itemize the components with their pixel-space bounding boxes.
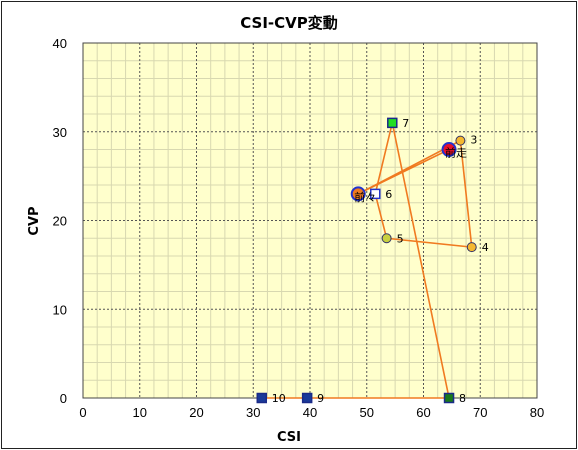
y-tick-label: 10	[53, 302, 67, 317]
marker-前走	[441, 142, 457, 157]
marker-8	[443, 392, 455, 404]
marker-9	[301, 392, 313, 404]
marker-7	[387, 117, 398, 129]
point-label-3: 3	[470, 134, 477, 147]
data-points	[256, 117, 477, 404]
y-tick-labels: 0 10 20 30 40	[53, 36, 67, 406]
marker-3	[455, 135, 466, 146]
x-tick-label: 0	[79, 405, 86, 420]
y-tick-label: 20	[53, 214, 67, 229]
point-label-前走: 前走	[445, 146, 467, 160]
x-tick-labels: 0 10 20 30 40 50 60 70 80	[79, 405, 544, 420]
marker-4	[466, 242, 477, 253]
x-tick-label: 20	[189, 405, 203, 420]
x-tick-label: 10	[133, 405, 147, 420]
grid	[82, 42, 538, 399]
marker-6	[370, 188, 381, 200]
x-tick-label: 70	[473, 405, 487, 420]
series-line	[261, 122, 473, 399]
x-axis-label: CSI	[277, 430, 301, 445]
marker-前々	[350, 186, 366, 202]
x-tick-label: 40	[303, 405, 317, 420]
y-tick-label: 40	[53, 36, 67, 51]
point-label-8: 8	[459, 392, 466, 405]
marker-5	[381, 233, 392, 244]
point-label-前々: 前々	[354, 190, 376, 204]
x-tick-label: 80	[530, 405, 544, 420]
chart-title: CSI-CVP変動	[240, 14, 338, 32]
point-label-9: 9	[317, 392, 324, 405]
point-label-6: 6	[385, 188, 392, 201]
point-label-10: 10	[272, 392, 286, 405]
x-tick-label: 60	[416, 405, 430, 420]
point-label-4: 4	[482, 241, 489, 254]
x-tick-label: 30	[246, 405, 260, 420]
point-label-7: 7	[402, 117, 409, 130]
point-label-5: 5	[397, 232, 404, 245]
y-tick-label: 30	[53, 125, 67, 140]
y-tick-label: 0	[60, 391, 67, 406]
y-axis-label: CVP	[27, 206, 42, 235]
x-tick-label: 50	[360, 405, 374, 420]
series-polyline	[261, 122, 473, 399]
marker-10	[256, 392, 268, 404]
